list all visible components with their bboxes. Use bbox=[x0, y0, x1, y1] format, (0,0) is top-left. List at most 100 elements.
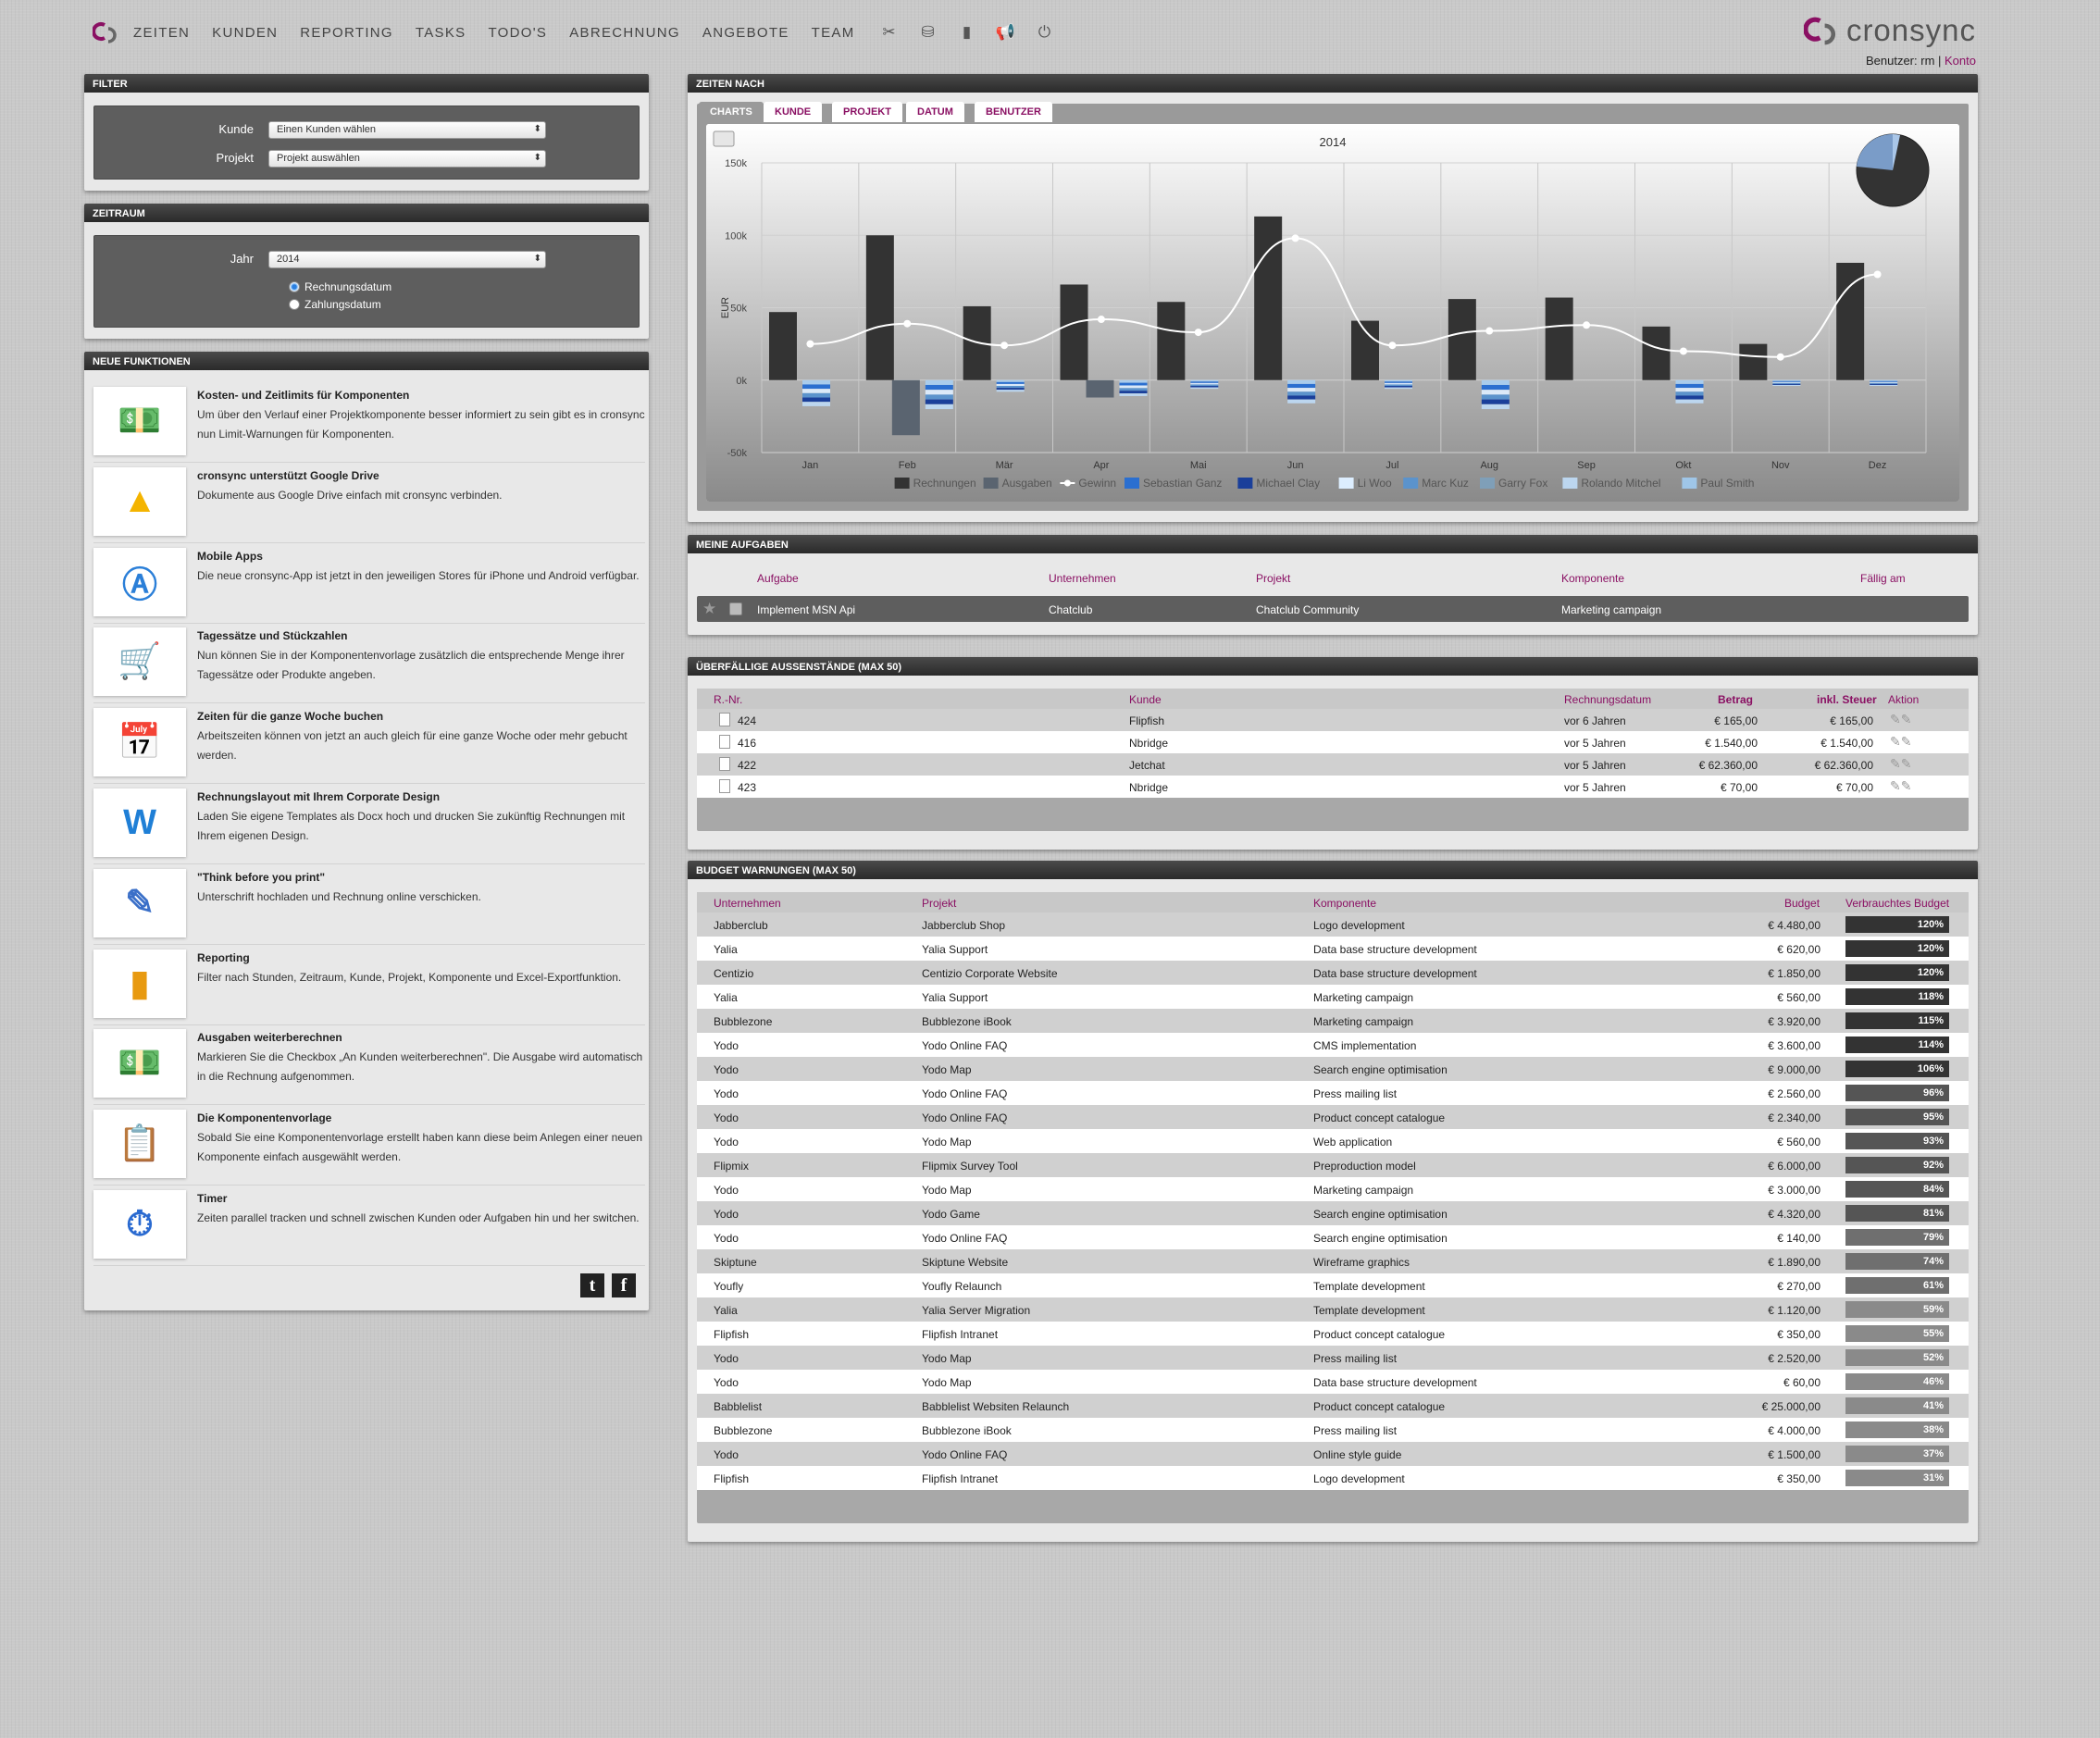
nav-item-4[interactable]: TODO'S bbox=[488, 24, 548, 41]
megaphone-icon[interactable]: 📢 bbox=[995, 23, 1016, 41]
bar-benutzer[interactable] bbox=[1481, 379, 1510, 385]
bar-benutzer[interactable] bbox=[1675, 399, 1704, 403]
tab-benutzer[interactable]: BENUTZER bbox=[975, 102, 1052, 122]
bar-benutzer[interactable] bbox=[1772, 381, 1801, 383]
bar-benutzer[interactable] bbox=[1287, 388, 1316, 392]
bar-benutzer[interactable] bbox=[1190, 384, 1219, 387]
tab-kunde[interactable]: KUNDE bbox=[764, 102, 823, 122]
bar-benutzer[interactable] bbox=[996, 386, 1025, 389]
table-row[interactable]: Jabberclub Jabberclub Shop Logo developmen… bbox=[697, 912, 1969, 937]
bar-benutzer[interactable] bbox=[1385, 387, 1412, 390]
twitter-icon[interactable]: t bbox=[580, 1273, 604, 1297]
coins-icon[interactable]: ⛁ bbox=[921, 23, 935, 41]
bar-benutzer[interactable] bbox=[1481, 403, 1510, 410]
table-row[interactable]: Yodo Yodo Online FAQ Press mailing list € 2… bbox=[697, 1081, 1969, 1105]
nav-item-5[interactable]: ABRECHNUNG bbox=[569, 24, 680, 41]
kunde-select[interactable]: Einen Kunden wählen bbox=[268, 121, 546, 139]
table-row[interactable]: Yalia Yalia Support Marketing campaign € 56… bbox=[697, 985, 1969, 1009]
bar-benutzer[interactable] bbox=[1481, 394, 1510, 400]
bar-benutzer[interactable] bbox=[1772, 382, 1801, 384]
bar-benutzer[interactable] bbox=[996, 383, 1025, 387]
table-row[interactable]: Yodo Yodo Map Data base structure developm… bbox=[697, 1370, 1969, 1394]
bar-benutzer[interactable] bbox=[996, 381, 1025, 384]
bar-benutzer[interactable] bbox=[1287, 391, 1316, 396]
bar-benutzer[interactable] bbox=[1675, 383, 1704, 389]
bar-rechnungen[interactable] bbox=[1739, 343, 1768, 380]
table-row[interactable]: Yodo Yodo Map Web application € 560,00 93% bbox=[697, 1129, 1969, 1153]
tab-projekt[interactable]: PROJEKT bbox=[832, 102, 902, 122]
point-gewinn[interactable] bbox=[1097, 316, 1105, 324]
bar-benutzer[interactable] bbox=[1772, 383, 1801, 385]
bar-rechnungen[interactable] bbox=[1836, 262, 1865, 380]
bar-benutzer[interactable] bbox=[802, 392, 830, 398]
bar-benutzer[interactable] bbox=[1870, 380, 1898, 382]
bar-benutzer[interactable] bbox=[802, 379, 830, 385]
bar-rechnungen[interactable] bbox=[1254, 216, 1283, 380]
table-row[interactable]: Yalia Yalia Support Data base structure de… bbox=[697, 937, 1969, 961]
task-checkbox[interactable] bbox=[729, 602, 742, 615]
edit-icon[interactable]: ✎✎ bbox=[1890, 756, 1912, 771]
bar-benutzer[interactable] bbox=[1287, 395, 1316, 400]
table-row[interactable]: Bubblezone Bubblezone iBook Marketing camp… bbox=[697, 1009, 1969, 1033]
power-icon[interactable]: ⏻ bbox=[1038, 23, 1051, 41]
table-row[interactable]: Yodo Yodo Online FAQ Product concept catal… bbox=[697, 1105, 1969, 1129]
bar-ausgaben[interactable] bbox=[891, 379, 920, 436]
star-icon[interactable]: ★ bbox=[702, 600, 717, 617]
bar-benutzer[interactable] bbox=[1675, 395, 1704, 400]
nav-item-3[interactable]: TASKS bbox=[415, 24, 466, 41]
bar-benutzer[interactable] bbox=[1481, 390, 1510, 395]
bar-benutzer[interactable] bbox=[996, 388, 1025, 391]
bar-benutzer[interactable] bbox=[1385, 382, 1412, 385]
point-gewinn[interactable] bbox=[1194, 329, 1202, 337]
table-row[interactable]: Babblelist Babblelist Websiten Relaunch Pr… bbox=[697, 1394, 1969, 1418]
pie-slice-ausgaben[interactable] bbox=[1893, 134, 1900, 170]
bar-benutzer[interactable] bbox=[1481, 399, 1510, 404]
bar-ausgaben[interactable] bbox=[1086, 379, 1114, 398]
legend-item[interactable]: Li Woo bbox=[1358, 477, 1392, 490]
bar-benutzer[interactable] bbox=[1190, 381, 1219, 383]
notes-icon[interactable]: ▮ bbox=[962, 23, 972, 41]
nav-item-1[interactable]: KUNDEN bbox=[212, 24, 279, 41]
table-row[interactable]: Yodo Yodo Game Search engine optimisation €… bbox=[697, 1201, 1969, 1225]
table-row[interactable]: Youfly Youfly Relaunch Template developmen… bbox=[697, 1273, 1969, 1297]
bar-benutzer[interactable] bbox=[1287, 399, 1316, 403]
point-gewinn[interactable] bbox=[1679, 347, 1687, 355]
edit-icon[interactable]: ✎✎ bbox=[1890, 734, 1912, 749]
bar-benutzer[interactable] bbox=[1675, 388, 1704, 392]
bar-benutzer[interactable] bbox=[1287, 379, 1316, 384]
bar-benutzer[interactable] bbox=[925, 390, 953, 395]
point-gewinn[interactable] bbox=[1776, 353, 1784, 361]
bar-benutzer[interactable] bbox=[996, 379, 1025, 382]
point-gewinn[interactable] bbox=[903, 319, 912, 328]
bar-benutzer[interactable] bbox=[996, 390, 1025, 392]
table-row[interactable]: 424 Flipfish vor 6 Jahren € 165,00 € 165,00 ✎… bbox=[697, 709, 1969, 731]
bar-benutzer[interactable] bbox=[1772, 379, 1801, 381]
table-row[interactable]: 416 Nbridge vor 5 Jahren € 1.540,00 € 1.540,… bbox=[697, 731, 1969, 753]
table-row[interactable]: Yalia Yalia Server Migration Template deve… bbox=[697, 1297, 1969, 1322]
tab-charts[interactable]: CHARTS bbox=[699, 102, 764, 122]
tools-icon[interactable]: ✂ bbox=[882, 23, 896, 41]
bar-benutzer[interactable] bbox=[925, 379, 953, 385]
bar-benutzer[interactable] bbox=[1119, 388, 1148, 391]
legend-item[interactable]: Marc Kuz bbox=[1422, 477, 1469, 490]
bar-benutzer[interactable] bbox=[1870, 382, 1898, 384]
bar-benutzer[interactable] bbox=[1119, 393, 1148, 396]
bar-benutzer[interactable] bbox=[1119, 379, 1148, 383]
projekt-select[interactable]: Projekt auswählen bbox=[268, 150, 546, 168]
bar-benutzer[interactable] bbox=[802, 384, 830, 390]
radio-zahlungsdatum[interactable]: Zahlungsdatum bbox=[289, 298, 381, 311]
bar-rechnungen[interactable] bbox=[865, 235, 894, 380]
bar-benutzer[interactable] bbox=[1870, 379, 1898, 381]
jahr-select[interactable]: 2014 bbox=[268, 251, 546, 268]
bar-rechnungen[interactable] bbox=[1642, 326, 1671, 380]
bar-benutzer[interactable] bbox=[1190, 386, 1219, 388]
bar-benutzer[interactable] bbox=[802, 397, 830, 403]
facebook-icon[interactable]: f bbox=[612, 1273, 636, 1297]
bar-benutzer[interactable] bbox=[1675, 379, 1704, 384]
point-gewinn[interactable] bbox=[1485, 327, 1494, 335]
bar-benutzer[interactable] bbox=[1190, 379, 1219, 382]
bar-benutzer[interactable] bbox=[802, 389, 830, 393]
bar-benutzer[interactable] bbox=[1119, 385, 1148, 389]
download-icon[interactable] bbox=[713, 130, 735, 147]
pie-slice-benutzer[interactable] bbox=[1857, 133, 1893, 170]
